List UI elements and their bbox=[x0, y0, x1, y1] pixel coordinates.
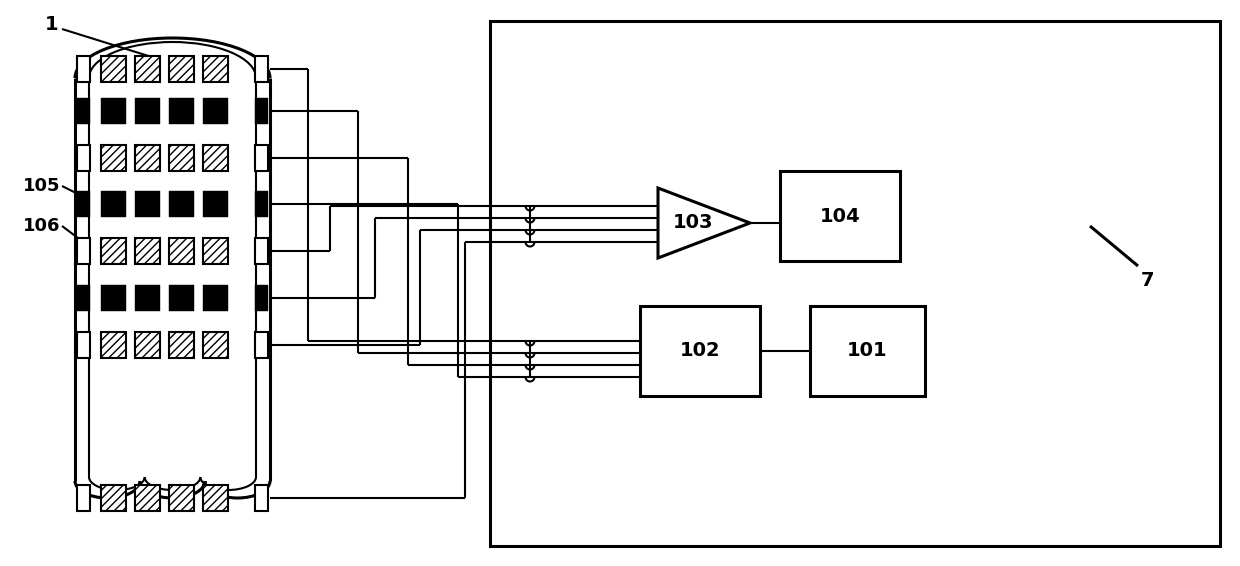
Bar bbox=[640, 306, 760, 396]
Bar bbox=[255, 191, 268, 217]
Bar bbox=[77, 191, 91, 217]
Text: 101: 101 bbox=[847, 341, 888, 361]
Bar bbox=[169, 238, 193, 264]
Bar bbox=[100, 238, 126, 264]
Text: 7: 7 bbox=[1141, 272, 1154, 290]
Bar bbox=[135, 56, 160, 82]
Bar bbox=[255, 238, 268, 264]
Bar bbox=[135, 332, 160, 358]
Bar bbox=[255, 332, 268, 358]
Bar bbox=[169, 285, 193, 311]
Bar bbox=[100, 98, 126, 124]
Bar bbox=[169, 98, 193, 124]
Bar bbox=[203, 56, 228, 82]
Bar bbox=[135, 98, 160, 124]
Bar bbox=[100, 485, 126, 511]
Bar bbox=[255, 56, 268, 82]
Bar bbox=[780, 171, 900, 261]
Bar bbox=[203, 285, 228, 311]
Bar bbox=[135, 285, 160, 311]
Bar bbox=[77, 238, 91, 264]
Text: 1: 1 bbox=[45, 15, 58, 33]
Bar bbox=[135, 145, 160, 171]
Bar bbox=[77, 332, 91, 358]
Bar bbox=[135, 238, 160, 264]
Text: 105: 105 bbox=[24, 177, 61, 195]
Bar bbox=[810, 306, 925, 396]
Bar bbox=[255, 145, 268, 171]
Bar bbox=[203, 145, 228, 171]
Bar bbox=[77, 98, 91, 124]
Bar bbox=[169, 145, 193, 171]
Bar bbox=[255, 98, 268, 124]
Bar bbox=[203, 332, 228, 358]
Bar bbox=[255, 285, 268, 311]
Bar bbox=[77, 285, 91, 311]
Bar bbox=[169, 332, 193, 358]
Bar bbox=[203, 191, 228, 217]
Bar bbox=[100, 332, 126, 358]
Bar bbox=[100, 191, 126, 217]
Bar bbox=[203, 238, 228, 264]
Bar bbox=[169, 485, 193, 511]
Text: 106: 106 bbox=[24, 217, 61, 235]
Bar bbox=[100, 145, 126, 171]
Bar bbox=[169, 191, 193, 217]
Text: 102: 102 bbox=[680, 341, 720, 361]
Bar bbox=[100, 56, 126, 82]
Bar bbox=[203, 485, 228, 511]
Bar bbox=[203, 98, 228, 124]
Bar bbox=[77, 145, 91, 171]
Bar bbox=[135, 485, 160, 511]
Bar bbox=[135, 191, 160, 217]
Bar bbox=[77, 56, 91, 82]
Bar bbox=[77, 485, 91, 511]
Bar bbox=[255, 485, 268, 511]
Text: 103: 103 bbox=[673, 213, 713, 233]
Bar bbox=[169, 56, 193, 82]
Bar bbox=[490, 21, 1220, 546]
Text: 104: 104 bbox=[820, 207, 861, 225]
Bar bbox=[100, 285, 126, 311]
